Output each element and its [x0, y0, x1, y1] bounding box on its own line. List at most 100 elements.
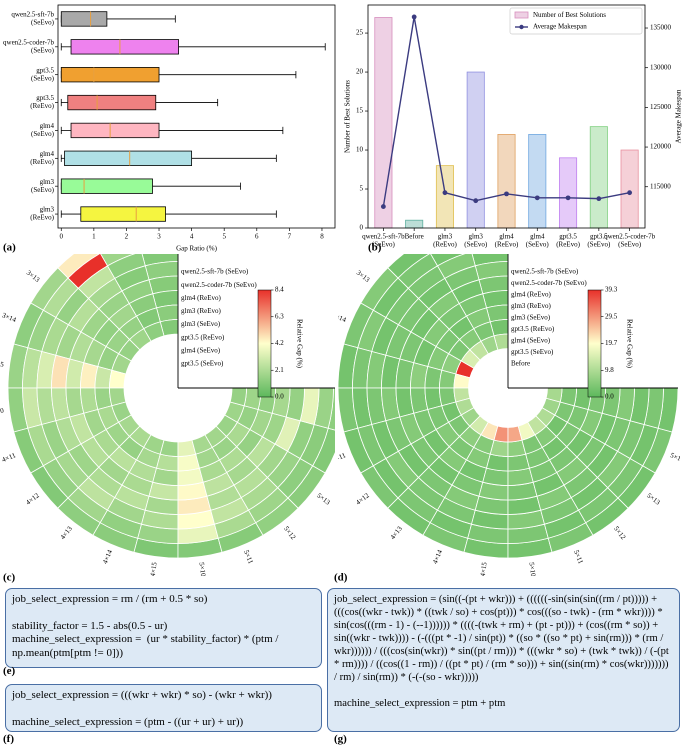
- marker: [380, 204, 386, 209]
- code-line: job_select_expression = rm / (rm + 0.5 *…: [12, 593, 208, 605]
- panel-label: (g): [334, 733, 347, 745]
- x-tick-label: (SeEvo): [464, 241, 488, 249]
- y-tick-label: 25: [356, 29, 364, 37]
- y-tick-label: 5: [360, 185, 364, 193]
- sector-label: 4×14: [101, 548, 114, 565]
- x-tick-label: 2: [125, 233, 129, 241]
- x-tick-label: 3: [157, 233, 161, 241]
- ring-label: qwen2.5-sft-7b (SeEvo): [181, 268, 249, 276]
- code-paragraph: job_select_expression = rm / (rm + 0.5 *…: [12, 593, 315, 607]
- legend-swatch: [519, 24, 524, 30]
- marker: [504, 191, 509, 197]
- ring-label: glm3 (ReEvo): [511, 302, 552, 310]
- y-tick-label: (SeEvo): [31, 186, 55, 194]
- y-tick-label: 20: [356, 68, 364, 76]
- code-paragraph: machine_select_expression = (ptm - ((ur …: [12, 716, 315, 730]
- sector-label: 3×13: [355, 269, 372, 284]
- x-tick-label: 4: [190, 233, 194, 241]
- sector-label: 3×14: [331, 311, 348, 324]
- x-tick-label: glm4: [499, 233, 514, 241]
- sector-label: 5×13: [315, 492, 332, 507]
- sector-label: 4×12: [24, 491, 41, 506]
- code-line: machine_select_expression = ptm + ptm: [334, 698, 506, 709]
- box: [70, 122, 160, 139]
- y-tick-label: (SeEvo): [31, 46, 55, 54]
- code-box: job_select_expression = (((wkr + wkr) * …: [5, 684, 322, 732]
- box: [64, 150, 193, 166]
- ring-label: qwen2.5-sft-7b (SeEvo): [511, 268, 579, 276]
- box: [80, 206, 166, 222]
- sector-label: 3×15: [0, 359, 5, 369]
- colorbar: [587, 289, 602, 398]
- ring-label: glm4 (SeEvo): [511, 337, 551, 345]
- polar-chart: 3×103×113×123×133×143×154×104×114×124×13…: [0, 254, 335, 576]
- y2-tick-label: 135000: [650, 24, 672, 32]
- ring-label: gpt3.5 (ReEvo): [511, 325, 555, 333]
- y-tick-label: qwen2.5-coder-7b: [3, 38, 54, 46]
- x-tick-label: glm3: [469, 233, 484, 241]
- code-line: job_select_expression = (sin((-(pt + wkr…: [334, 594, 672, 683]
- sector-label: 5×13: [645, 492, 662, 507]
- x-tick-label: glm3: [438, 233, 453, 241]
- code-paragraph: job_select_expression = (((wkr + wkr) * …: [12, 689, 315, 703]
- x-tick-label: (ReEvo): [495, 241, 519, 249]
- panel-label: (a): [3, 242, 16, 254]
- x-tick-label: glm4: [530, 233, 545, 241]
- x-tick-label: qwen2.5-sft-7b: [362, 233, 405, 241]
- sector-label: 5×12: [282, 525, 297, 542]
- y-tick-label: (ReEvo): [30, 158, 54, 166]
- y-tick-label: (SeEvo): [31, 130, 55, 138]
- ring-label: glm3 (SeEvo): [511, 314, 551, 322]
- marker: [411, 14, 417, 20]
- y2-tick-label: 115000: [650, 182, 671, 190]
- sector-label: 5×14: [669, 451, 685, 464]
- y2-axis-label: Average Makespan: [675, 89, 683, 143]
- x-tick-label: (ReEvo): [556, 241, 580, 249]
- x-tick-label: (SeEvo): [587, 241, 611, 249]
- x-tick-label: qwen2.5-coder-7b: [604, 233, 655, 241]
- legend-label: Number of Best Solutions: [533, 11, 606, 19]
- box: [70, 39, 179, 55]
- sector-label: 3×13: [25, 269, 42, 284]
- sector-label: 4×13: [389, 524, 404, 541]
- colorbar-tick-label: 39.3: [605, 286, 618, 294]
- bar: [528, 134, 547, 229]
- ring-label: gpt3.5 (SeEvo): [511, 348, 554, 356]
- marker: [534, 195, 540, 201]
- ring-label: qwen2.5-coder-7b (SeEvo): [181, 281, 257, 289]
- bar: [620, 149, 639, 229]
- code-paragraph: stability_factor = 1.5 - abs(0.5 - ur) ma…: [12, 620, 315, 661]
- colorbar-tick-label: 6.3: [275, 312, 284, 320]
- colorbar-tick-label: 0.0: [605, 393, 614, 401]
- colorbar-tick-label: 9.8: [605, 366, 614, 374]
- sector-label: 4×14: [431, 548, 444, 565]
- sector-label: 4×10: [0, 407, 5, 417]
- plot-frame: [367, 4, 646, 229]
- x-tick-label: 5: [222, 233, 226, 241]
- ring-label: glm4 (SeEvo): [181, 346, 221, 354]
- x-tick-label: gpt3.5: [559, 233, 577, 241]
- ring-label: glm4 (ReEvo): [511, 291, 552, 299]
- colorbar-tick-label: 8.4: [275, 286, 284, 294]
- panel-label: (f): [3, 733, 14, 745]
- sector-label: 4×13: [59, 524, 74, 541]
- code-box: job_select_expression = rm / (rm + 0.5 *…: [5, 588, 322, 668]
- code-line: machine_select_expression = (ptm - ((ur …: [12, 715, 244, 728]
- x-tick-label: 7: [288, 233, 292, 241]
- polar-chart: 3×103×113×123×133×143×154×104×114×124×13…: [331, 254, 685, 576]
- code-box: job_select_expression = (sin((-(pt + wkr…: [327, 588, 680, 732]
- legend-label: Average Makespan: [533, 23, 587, 31]
- sector-label: 4×11: [1, 451, 18, 464]
- legend-swatch: [514, 11, 529, 19]
- code-paragraph: job_select_expression = (sin((-(pt + wkr…: [334, 593, 673, 684]
- code-paragraph: machine_select_expression = ptm + ptm: [334, 697, 673, 710]
- ring-label: glm3 (ReEvo): [181, 307, 222, 315]
- code-line: machine_select_expression = (ur * stabil…: [12, 633, 282, 659]
- x-tick-label: gpt3.5: [590, 233, 608, 241]
- sector-label: 5×11: [572, 549, 585, 566]
- y-tick-label: (ReEvo): [30, 102, 54, 110]
- ring-label: qwen2.5-coder-7b (SeEvo): [511, 279, 587, 287]
- box: [60, 178, 153, 194]
- bar: [374, 17, 393, 229]
